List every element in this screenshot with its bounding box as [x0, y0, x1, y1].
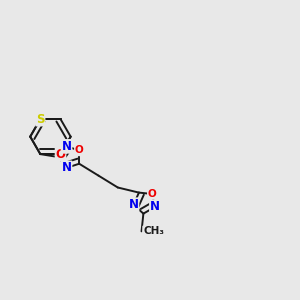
Text: O: O [148, 189, 157, 199]
Text: CH₃: CH₃ [143, 226, 164, 236]
Text: N: N [150, 200, 160, 214]
Text: N: N [61, 140, 72, 153]
Text: O: O [75, 146, 84, 155]
Text: N: N [61, 161, 72, 174]
Text: S: S [36, 112, 45, 126]
Text: N: N [128, 198, 139, 211]
Text: O: O [56, 148, 65, 160]
